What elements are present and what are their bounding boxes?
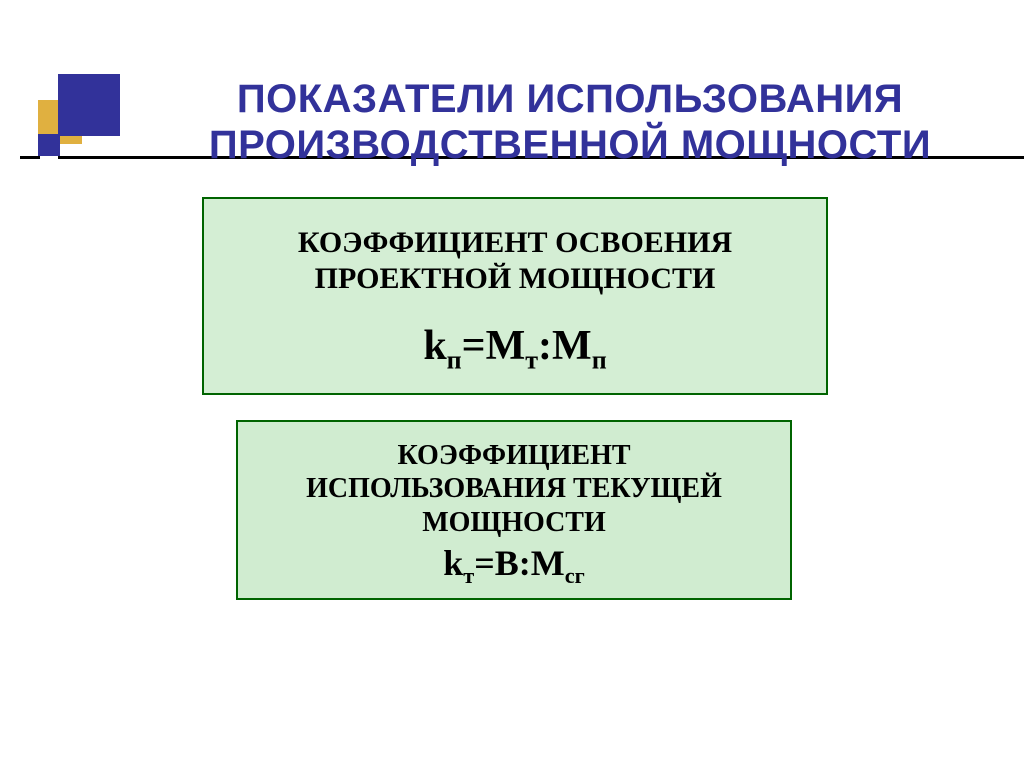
card1-label-line1: КОЭФФИЦИЕНТ ОСВОЕНИЯ: [298, 226, 732, 259]
corner-decoration: [20, 74, 140, 194]
card2-label-line1: КОЭФФИЦИЕНТ: [397, 440, 630, 471]
card1-label-line2: ПРОЕКТНОЙ МОЩНОСТИ: [315, 262, 716, 295]
card-coefficient-current: КОЭФФИЦИЕНТ ИСПОЛЬЗОВАНИЯ ТЕКУЩЕЙ МОЩНОС…: [236, 420, 792, 600]
blue-square-large: [58, 74, 120, 136]
card2-formula: kт=В:Мсг: [258, 545, 770, 581]
card2-label-line3: МОЩНОСТИ: [422, 507, 606, 538]
card2-label: КОЭФФИЦИЕНТ ИСПОЛЬЗОВАНИЯ ТЕКУЩЕЙ МОЩНОС…: [258, 439, 770, 540]
horizontal-rule-left: [20, 156, 40, 159]
card1-label: КОЭФФИЦИЕНТ ОСВОЕНИЯ ПРОЕКТНОЙ МОЩНОСТИ: [224, 225, 806, 297]
blue-square-small: [38, 134, 60, 156]
card-coefficient-design: КОЭФФИЦИЕНТ ОСВОЕНИЯ ПРОЕКТНОЙ МОЩНОСТИ …: [202, 197, 828, 395]
card2-label-line2: ИСПОЛЬЗОВАНИЯ ТЕКУЩЕЙ: [306, 473, 722, 504]
card1-formula: kп=Мт:Мп: [224, 325, 806, 367]
slide-title: ПОКАЗАТЕЛИ ИСПОЛЬЗОВАНИЯ ПРОИЗВОДСТВЕННО…: [135, 76, 1005, 168]
